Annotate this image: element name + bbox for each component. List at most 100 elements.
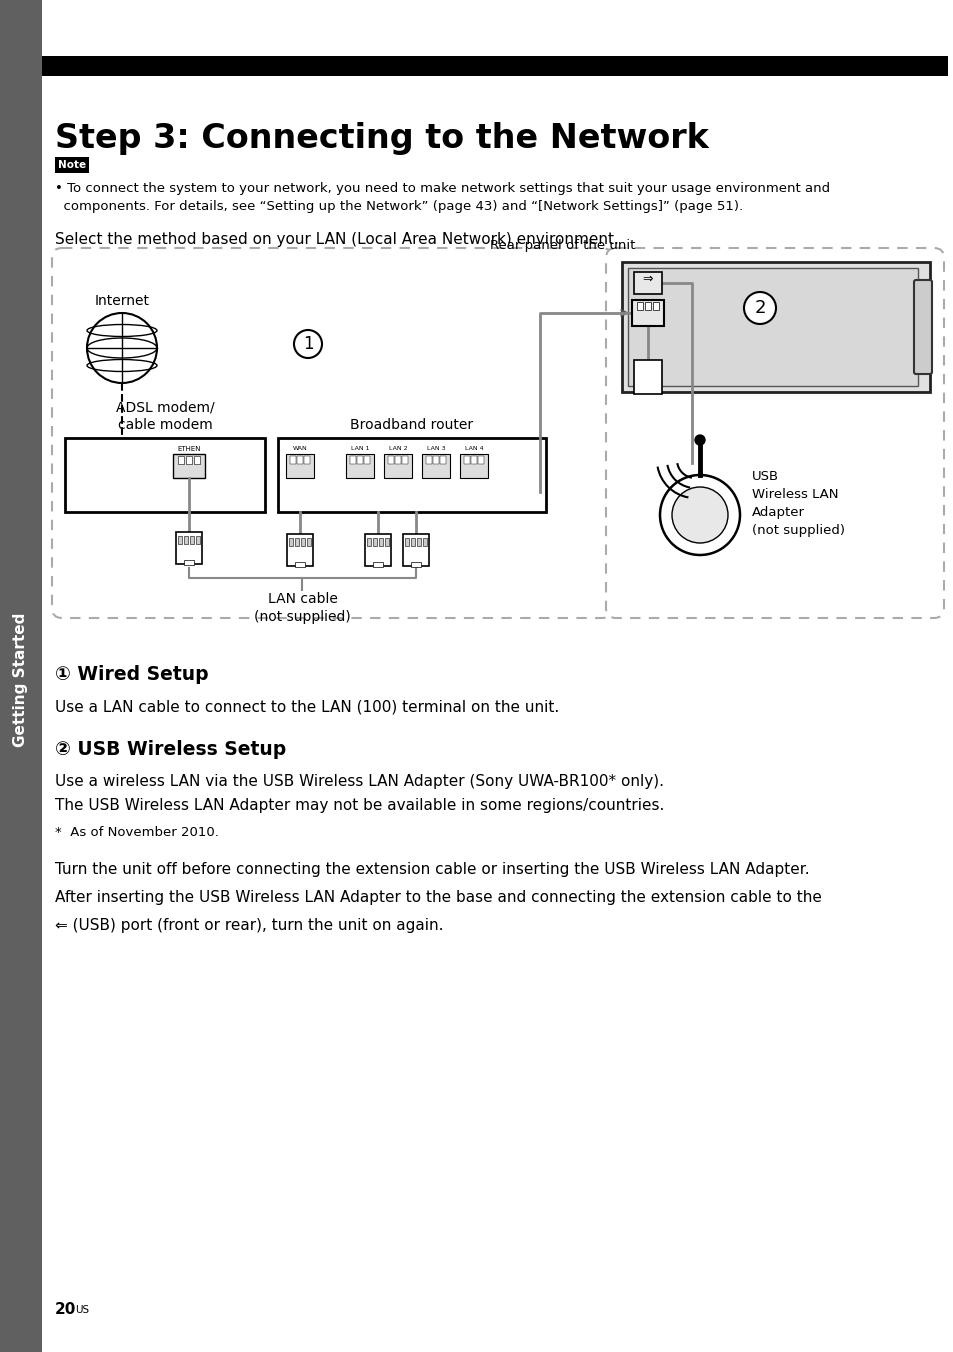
Text: Step 3: Connecting to the Network: Step 3: Connecting to the Network [55,122,708,155]
Bar [364,456,370,464]
Text: The USB Wireless LAN Adapter may not be available in some regions/countries.: The USB Wireless LAN Adapter may not be … [55,798,663,813]
Text: Use a LAN cable to connect to the LAN (100) terminal on the unit.: Use a LAN cable to connect to the LAN (1… [55,699,558,714]
Circle shape [659,475,740,556]
Circle shape [87,314,157,383]
Bar [287,534,313,566]
Text: Note: Note [58,160,86,170]
Bar [277,438,545,512]
Bar [471,456,476,464]
Bar [426,456,432,464]
Bar [621,262,929,392]
Bar [385,538,389,546]
Bar [652,301,659,310]
Circle shape [294,330,322,358]
Bar [395,456,400,464]
Bar [0,0,42,1352]
Bar [286,454,314,479]
Text: Use a wireless LAN via the USB Wireless LAN Adapter (Sony UWA-BR100* only).: Use a wireless LAN via the USB Wireless … [55,773,663,790]
Bar [422,538,427,546]
Text: Internet: Internet [94,293,150,308]
Bar [401,456,408,464]
Circle shape [695,435,704,445]
Text: LAN 2: LAN 2 [388,446,407,452]
Bar [296,456,303,464]
Text: 2: 2 [754,299,765,316]
Text: US: US [75,1305,89,1315]
Bar [459,454,488,479]
Bar [637,301,642,310]
Bar [367,538,371,546]
Text: USB
Wireless LAN
Adapter
(not supplied): USB Wireless LAN Adapter (not supplied) [751,470,844,537]
Bar [350,456,355,464]
Text: ⇐ (USB) port (front or rear), turn the unit on again.: ⇐ (USB) port (front or rear), turn the u… [55,918,443,933]
Bar [175,531,202,564]
Bar [55,157,89,173]
Text: LAN 4: LAN 4 [464,446,483,452]
Bar [373,562,382,566]
Text: LAN 3: LAN 3 [426,446,445,452]
Bar [193,456,200,464]
Bar [402,534,429,566]
Text: ⇒: ⇒ [642,273,653,285]
Bar [190,535,193,544]
Bar [634,272,661,293]
FancyBboxPatch shape [913,280,931,375]
Bar [634,360,661,393]
Bar [42,55,947,76]
Bar [644,301,650,310]
Bar [184,560,193,565]
Bar [433,456,438,464]
FancyBboxPatch shape [605,247,943,618]
Bar [289,538,293,546]
Text: Broadband router: Broadband router [350,418,473,433]
Bar [627,268,917,387]
Bar [184,535,188,544]
Bar [411,538,415,546]
Bar [294,538,298,546]
Bar [384,454,412,479]
Text: 1: 1 [302,335,313,353]
Bar [439,456,446,464]
Bar [421,454,450,479]
Text: Getting Started: Getting Started [13,612,29,748]
Text: WAN: WAN [293,446,307,452]
Bar [346,454,374,479]
Bar [172,454,205,479]
Bar [178,535,182,544]
Bar [65,438,265,512]
Text: Select the method based on your LAN (Local Area Network) environment.: Select the method based on your LAN (Loc… [55,233,618,247]
Text: LAN 1: LAN 1 [351,446,369,452]
Bar [416,538,420,546]
Circle shape [743,292,775,324]
Bar [294,562,305,566]
Bar [463,456,470,464]
Bar [290,456,295,464]
Text: • To connect the system to your network, you need to make network settings that : • To connect the system to your network,… [55,183,829,214]
Bar [195,535,200,544]
Bar [186,456,192,464]
Bar [373,538,376,546]
Circle shape [671,487,727,544]
Bar [356,456,363,464]
Bar [631,300,663,326]
Text: Rear panel of the unit: Rear panel of the unit [490,239,635,251]
Text: 20: 20 [55,1302,76,1317]
Bar [365,534,391,566]
Bar [304,456,310,464]
Text: Turn the unit off before connecting the extension cable or inserting the USB Wir: Turn the unit off before connecting the … [55,863,809,877]
Text: ETHEN: ETHEN [177,446,200,452]
Bar [301,538,305,546]
Bar [388,456,394,464]
Bar [378,538,382,546]
Text: After inserting the USB Wireless LAN Adapter to the base and connecting the exte: After inserting the USB Wireless LAN Ada… [55,890,821,904]
Bar [405,538,409,546]
Bar [411,562,420,566]
Bar [307,538,311,546]
Text: ② USB Wireless Setup: ② USB Wireless Setup [55,740,286,758]
Bar [477,456,483,464]
Text: ① Wired Setup: ① Wired Setup [55,665,209,684]
FancyBboxPatch shape [52,247,612,618]
Text: ADSL modem/
cable modem: ADSL modem/ cable modem [115,400,214,433]
Text: *  As of November 2010.: * As of November 2010. [55,826,218,840]
Bar [178,456,184,464]
